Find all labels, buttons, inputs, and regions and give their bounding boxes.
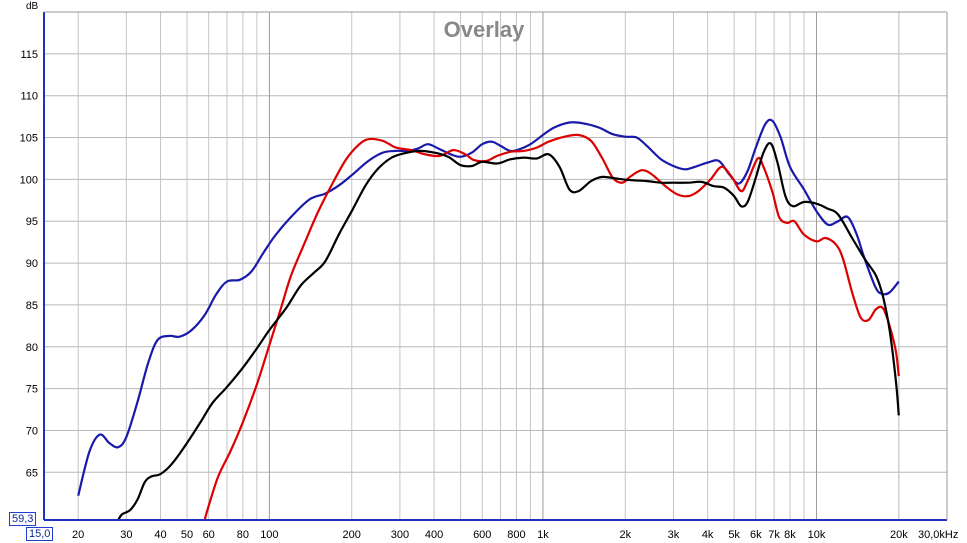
x-tick-label: 60	[203, 529, 215, 541]
x-tick-label: 7k	[768, 529, 780, 541]
y-tick-label: 65	[26, 467, 38, 479]
x-tick-label: 20k	[890, 529, 908, 541]
x-tick-label: 800	[507, 529, 525, 541]
x-tick-label: 30	[120, 529, 132, 541]
x-tick-label: 8k	[784, 529, 796, 541]
grid	[44, 12, 947, 520]
y-min-readout[interactable]: 59,3	[9, 512, 37, 526]
x-tick-label: 50	[181, 529, 193, 541]
x-tick-label: 2k	[619, 529, 631, 541]
x-tick-label: 200	[343, 529, 361, 541]
plot-area	[44, 12, 947, 520]
series-line-3	[117, 142, 900, 520]
x-tick-label: 20	[72, 529, 84, 541]
y-tick-label: 85	[26, 300, 38, 312]
y-tick-label: 110	[20, 91, 38, 103]
series-layer	[77, 118, 900, 520]
y-axis-unit-label: dB	[26, 1, 39, 12]
y-tick-label: 95	[26, 216, 38, 228]
x-tick-label: 10k	[808, 529, 826, 541]
x-tick-label: 300	[391, 529, 409, 541]
x-tick-label: 100	[260, 529, 278, 541]
x-tick-label: 40	[154, 529, 166, 541]
x-tick-label: 1k	[537, 529, 549, 541]
x-tick-label: 5k	[728, 529, 740, 541]
y-tick-label: 105	[20, 133, 38, 145]
x-tick-label: 80	[237, 529, 249, 541]
series-line-2	[203, 133, 900, 520]
y-tick-labels: 65 70 75 80 85 90 95 100 105 110 115	[20, 49, 38, 479]
y-tick-label: 75	[26, 384, 38, 396]
x-tick-label: 3k	[668, 529, 680, 541]
y-tick-label: 100	[20, 174, 38, 186]
x-tick-label: 400	[425, 529, 443, 541]
chart-title: Overlay	[444, 17, 525, 42]
x-tick-label: 600	[473, 529, 491, 541]
x-tick-labels: 20 30 40 50 60 80 100 200 300 400 600 800 1k 2k 3k 4k 5k…	[72, 529, 908, 541]
y-tick-label: 90	[26, 258, 38, 270]
x-tick-label: 4k	[702, 529, 714, 541]
y-tick-label: 80	[26, 342, 38, 354]
x-axis-end-label: 30,0kHz	[918, 529, 958, 541]
x-tick-label: 6k	[750, 529, 762, 541]
y-tick-label: 115	[20, 49, 38, 61]
y-tick-label: 70	[26, 425, 38, 437]
x-min-readout[interactable]: 15,0	[26, 527, 54, 541]
series-line-1	[77, 118, 900, 496]
